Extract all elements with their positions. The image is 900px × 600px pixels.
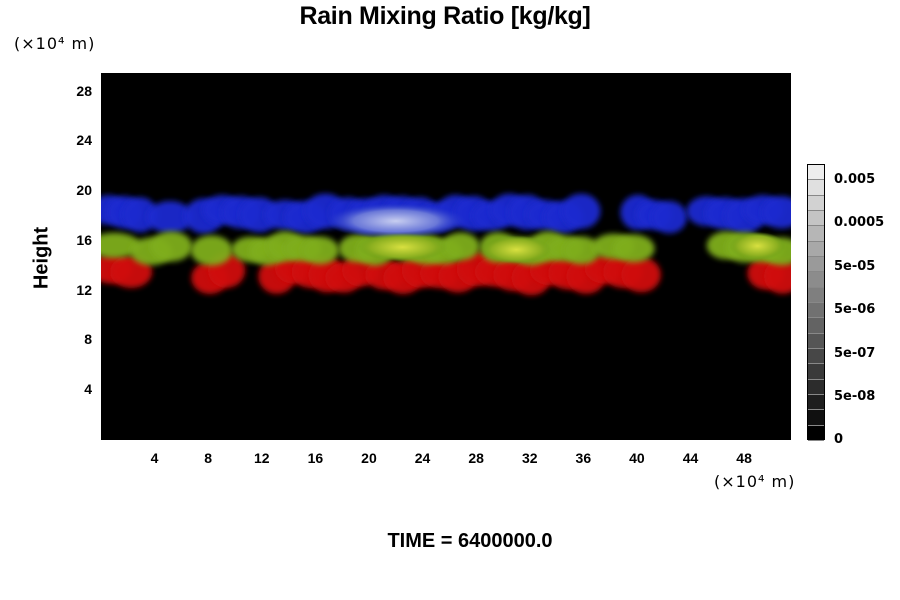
rain-cell [651, 200, 688, 234]
rain-cell [150, 231, 193, 262]
colorbar-segment [808, 318, 824, 334]
colorbar-label: 0.0005 [834, 215, 885, 230]
x-tick-label: 28 [468, 450, 484, 466]
colorbar-label: 5e-05 [834, 259, 876, 274]
rain-cell [612, 234, 655, 263]
y-tick-label: 20 [76, 182, 92, 199]
rain-cell [441, 232, 480, 261]
x-tick-label: 32 [521, 450, 538, 466]
time-label: TIME = 6400000.0 [387, 530, 553, 552]
y-tick-label: 12 [76, 281, 92, 298]
colorbar [807, 164, 825, 441]
x-tick-label: 4 [150, 450, 159, 466]
colorbar-segment [808, 287, 824, 303]
x-tick-label: 16 [307, 450, 324, 466]
x-tick-label: 20 [361, 450, 377, 466]
y-tick-label: 24 [76, 132, 92, 149]
rain-cell [190, 235, 233, 266]
colorbar-segment [808, 425, 824, 441]
heatmap-field [101, 193, 791, 296]
rain-core-green [481, 235, 552, 264]
colorbar-segment [808, 395, 824, 411]
colorbar-segment [808, 303, 824, 319]
colorbar-label: 5e-08 [834, 389, 876, 404]
rain-cell [300, 236, 340, 265]
colorbar-segment [808, 180, 824, 196]
colorbar-segment [808, 257, 824, 273]
x-tick-label: 48 [736, 450, 752, 466]
rain-core-green [357, 233, 448, 262]
y-tick-label: 28 [76, 82, 92, 99]
colorbar-segment [808, 379, 824, 395]
colorbar-segment [808, 349, 824, 365]
rain-cell [761, 196, 791, 229]
colorbar-label: 5e-06 [834, 302, 876, 317]
chart-title: Rain Mixing Ratio [kg/kg] [299, 2, 591, 30]
x-tick-label: 24 [414, 450, 431, 466]
x-tick-label: 8 [204, 450, 213, 466]
colorbar-label: 0 [834, 432, 844, 447]
colorbar-label: 5e-07 [834, 346, 876, 361]
y-tick-label: 4 [84, 381, 92, 398]
rain-cell [764, 258, 791, 294]
rain-cell [563, 236, 601, 265]
rain-cell [561, 193, 601, 229]
x-tick-label: 12 [253, 450, 270, 466]
rain-cell [146, 200, 194, 234]
colorbar-segment [808, 165, 824, 181]
y-tick-label: 8 [84, 331, 92, 348]
rain-cell [621, 257, 661, 293]
colorbar-segment [808, 241, 824, 257]
colorbar-segment [808, 211, 824, 227]
colorbar-segment [808, 195, 824, 211]
y-axis-label: Height [30, 226, 53, 290]
colorbar-segment [808, 364, 824, 380]
colorbar-label: 0.005 [834, 172, 876, 187]
x-tick-label: 44 [682, 450, 699, 466]
colorbar-segment [808, 333, 824, 349]
y-tick-label: 16 [76, 231, 92, 248]
x-tick-label: 40 [629, 450, 645, 466]
rain-core-green [729, 231, 786, 260]
colorbar-segment [808, 226, 824, 242]
plot-area [101, 73, 791, 440]
x-tick-label: 36 [575, 450, 592, 466]
colorbar-segment [808, 272, 824, 288]
colorbar-segment [808, 410, 824, 426]
x-axis-unit: (×10⁴ m) [714, 472, 796, 491]
rain-core-blue [325, 203, 466, 240]
y-axis-unit: (×10⁴ m) [14, 34, 96, 53]
